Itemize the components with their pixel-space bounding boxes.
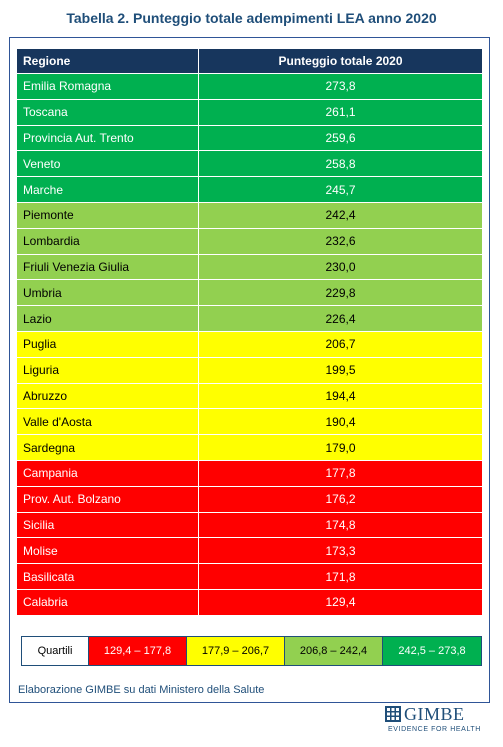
cell-punteggio: 206,7	[198, 330, 483, 358]
table-row: Sardegna 179,0	[16, 434, 483, 461]
cell-regione: Piemonte	[16, 201, 199, 229]
cell-regione: Prov. Aut. Bolzano	[16, 485, 199, 513]
cell-punteggio: 261,1	[198, 98, 483, 126]
table-row: Provincia Aut. Trento 259,6	[16, 124, 483, 152]
table-row: Lazio 226,4	[16, 305, 483, 332]
cell-punteggio: 232,6	[198, 227, 483, 255]
table-row: Toscana 261,1	[16, 98, 483, 126]
table-row: Veneto 258,8	[16, 150, 483, 178]
cell-regione: Lazio	[16, 305, 199, 332]
table-row: Molise 173,3	[16, 537, 483, 565]
source-note: Elaborazione GIMBE su dati Ministero del…	[18, 684, 265, 696]
cell-regione: Liguria	[16, 356, 199, 384]
cell-punteggio: 273,8	[198, 73, 483, 100]
table-row: Campania 177,8	[16, 459, 483, 487]
cell-regione: Emilia Romagna	[16, 73, 199, 100]
cell-regione: Friuli Venezia Giulia	[16, 253, 199, 281]
cell-regione: Toscana	[16, 98, 199, 126]
table-frame	[9, 37, 490, 703]
table-row: Basilicata 171,8	[16, 563, 483, 590]
table-row: Sicilia 174,8	[16, 511, 483, 539]
cell-punteggio: 259,6	[198, 124, 483, 152]
cell-regione: Veneto	[16, 150, 199, 178]
lea-score-table: Regione Punteggio totale 2020 Emilia Rom…	[16, 48, 483, 616]
legend-quartile-3: 206,8 – 242,4	[285, 637, 383, 665]
cell-punteggio: 179,0	[198, 434, 483, 461]
legend-label: Quartili	[22, 637, 89, 665]
cell-punteggio: 173,3	[198, 537, 483, 565]
cell-punteggio: 258,8	[198, 150, 483, 178]
table-row: Valle d'Aosta 190,4	[16, 408, 483, 436]
table-row: Piemonte 242,4	[16, 201, 483, 229]
table-row: Umbria 229,8	[16, 279, 483, 307]
table-row: Emilia Romagna 273,8	[16, 73, 483, 100]
cell-regione: Provincia Aut. Trento	[16, 124, 199, 152]
table-row: Calabria 129,4	[16, 588, 483, 616]
cell-regione: Umbria	[16, 279, 199, 307]
column-header-regione: Regione	[16, 48, 199, 74]
table-title: Tabella 2. Punteggio totale adempimenti …	[66, 10, 437, 26]
cell-punteggio: 226,4	[198, 305, 483, 332]
cell-regione: Sardegna	[16, 434, 199, 461]
cell-punteggio: 176,2	[198, 485, 483, 513]
table-row: Friuli Venezia Giulia 230,0	[16, 253, 483, 281]
table-row: Prov. Aut. Bolzano 176,2	[16, 485, 483, 513]
cell-punteggio: 230,0	[198, 253, 483, 281]
cell-punteggio: 174,8	[198, 511, 483, 539]
cell-punteggio: 190,4	[198, 408, 483, 436]
cell-regione: Lombardia	[16, 227, 199, 255]
cell-regione: Sicilia	[16, 511, 199, 539]
cell-punteggio: 194,4	[198, 382, 483, 410]
table-row: Liguria 199,5	[16, 356, 483, 384]
legend-quartile-1: 129,4 – 177,8	[89, 637, 187, 665]
cell-punteggio: 171,8	[198, 563, 483, 590]
cell-regione: Marche	[16, 176, 199, 203]
table-row: Marche 245,7	[16, 176, 483, 203]
cell-punteggio: 199,5	[198, 356, 483, 384]
cell-regione: Calabria	[16, 588, 199, 616]
gimbe-logo: GIMBE EVIDENCE FOR HEALTH	[385, 704, 490, 742]
cell-regione: Abruzzo	[16, 382, 199, 410]
quartile-legend: Quartili 129,4 – 177,8 177,9 – 206,7 206…	[21, 636, 482, 666]
logo-name: GIMBE	[404, 704, 465, 724]
cell-punteggio: 245,7	[198, 176, 483, 203]
cell-punteggio: 242,4	[198, 201, 483, 229]
cell-regione: Molise	[16, 537, 199, 565]
cell-punteggio: 129,4	[198, 588, 483, 616]
legend-quartile-2: 177,9 – 206,7	[187, 637, 285, 665]
table-row: Puglia 206,7	[16, 330, 483, 358]
cell-regione: Basilicata	[16, 563, 199, 590]
table-row: Lombardia 232,6	[16, 227, 483, 255]
logo-tagline: EVIDENCE FOR HEALTH	[388, 726, 481, 733]
legend-quartile-4: 242,5 – 273,8	[383, 637, 481, 665]
table-header-row: Regione Punteggio totale 2020	[16, 48, 483, 74]
gimbe-grid-icon	[385, 706, 401, 722]
table-body: Emilia Romagna 273,8 Toscana 261,1 Provincia…	[16, 73, 483, 616]
cell-regione: Puglia	[16, 330, 199, 358]
cell-regione: Valle d'Aosta	[16, 408, 199, 436]
table-row: Abruzzo 194,4	[16, 382, 483, 410]
cell-regione: Campania	[16, 459, 199, 487]
column-header-punteggio: Punteggio totale 2020	[198, 48, 483, 74]
cell-punteggio: 177,8	[198, 459, 483, 487]
cell-punteggio: 229,8	[198, 279, 483, 307]
